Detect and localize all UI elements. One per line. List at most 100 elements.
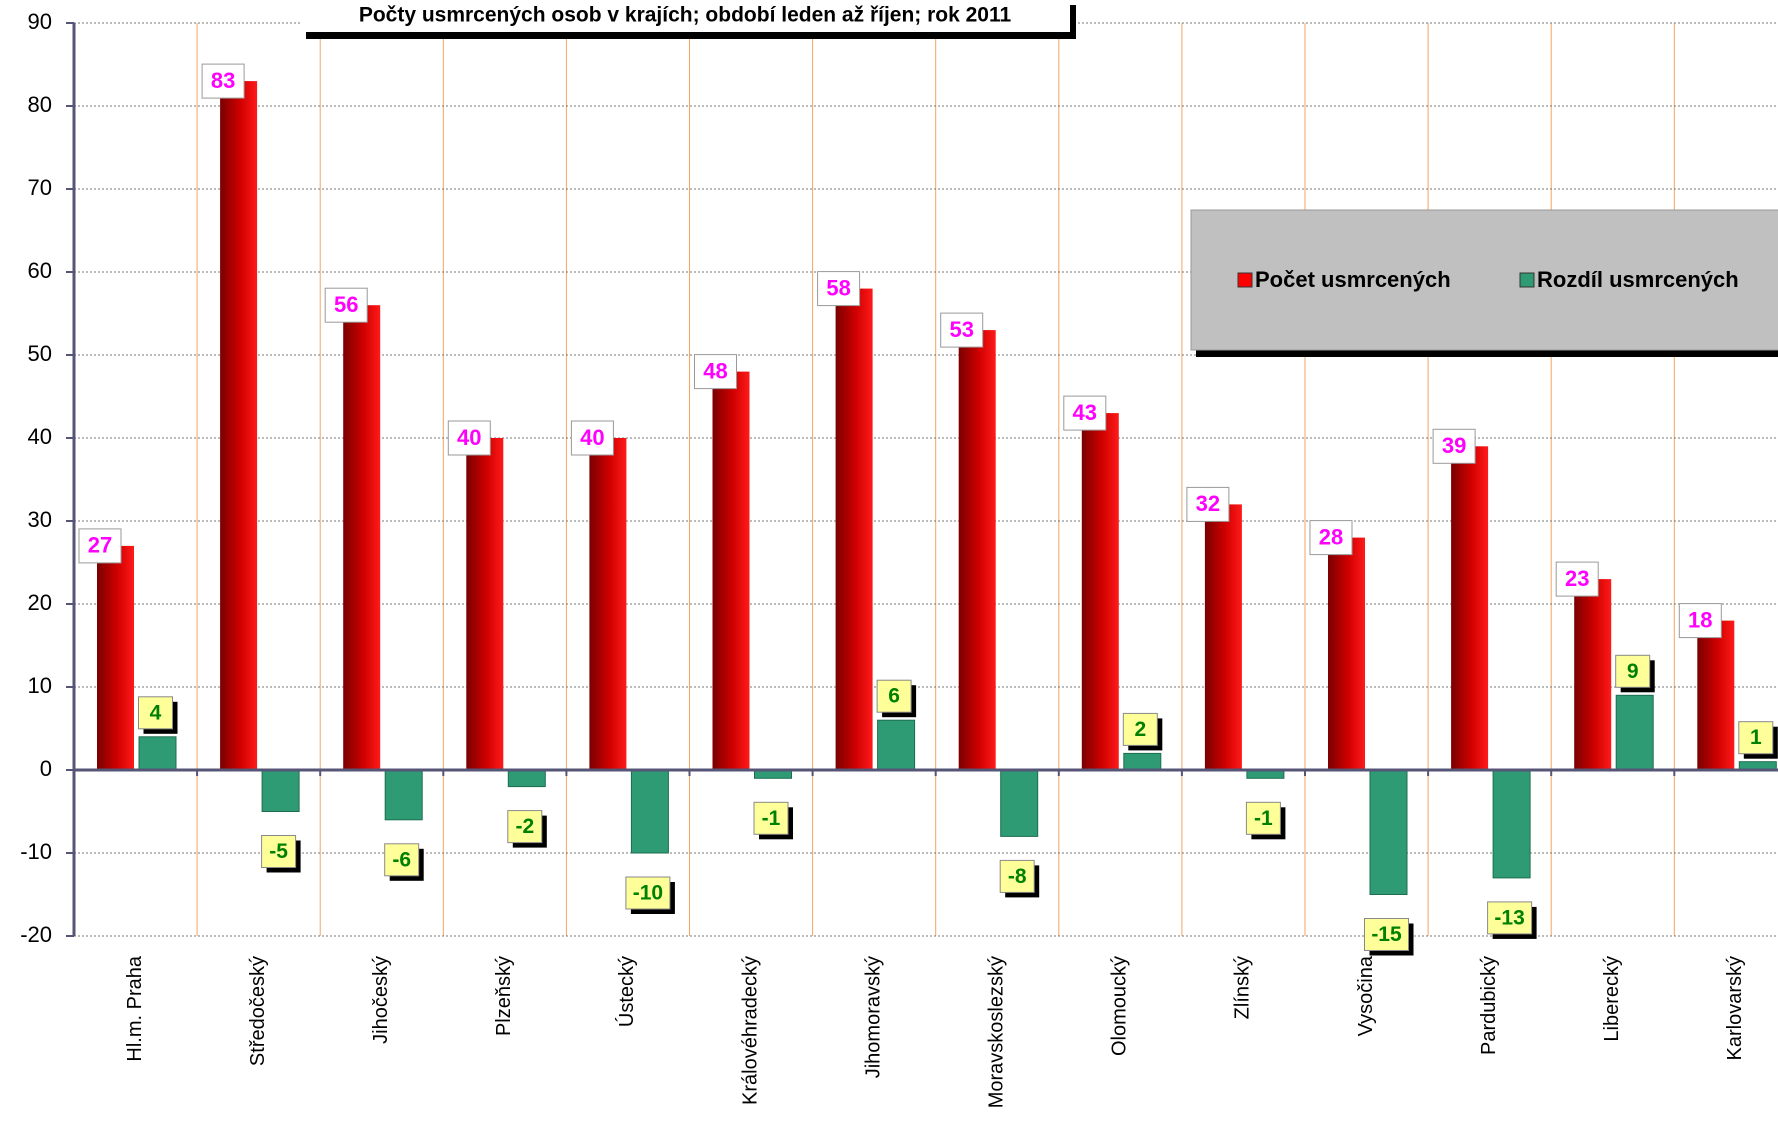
- value-label-box: [1186, 486, 1230, 522]
- legend-swatch: [1237, 272, 1253, 288]
- value-label: 48: [703, 358, 727, 383]
- y-tick-label: 90: [28, 9, 52, 34]
- x-tick-label: Zlínský: [1232, 956, 1254, 1019]
- value-label-box: [1615, 654, 1651, 688]
- chart-title: Počty usmrcených osob v krajích; období …: [359, 4, 1012, 27]
- value-label-box: [1364, 918, 1409, 951]
- y-tick-label: 10: [28, 673, 52, 698]
- bar: [466, 438, 504, 770]
- bar: [589, 438, 627, 770]
- bar: [877, 719, 916, 771]
- bar: [220, 81, 258, 771]
- value-label-box: [78, 528, 122, 564]
- x-tick-label: Středočeský: [247, 956, 269, 1066]
- legend-swatch: [1519, 272, 1535, 288]
- y-tick-label: 50: [28, 341, 52, 366]
- value-label: -6: [392, 848, 411, 871]
- value-label: 28: [1319, 524, 1343, 549]
- value-label-box: [694, 354, 737, 390]
- x-tick-label: Olomoucký: [1109, 956, 1131, 1056]
- value-label-box: [384, 843, 420, 877]
- bar: [1574, 579, 1612, 770]
- x-tick-label: Karlovarský: [1724, 956, 1746, 1060]
- value-label: 40: [457, 425, 481, 450]
- x-tick-label: Jihočeský: [370, 956, 392, 1044]
- bar: [630, 769, 669, 854]
- value-label-box: [1555, 561, 1599, 597]
- x-tick-label: Liberecký: [1601, 956, 1623, 1042]
- y-tick-label: 20: [28, 590, 52, 615]
- x-tick-label: Hl.m. Praha: [124, 955, 146, 1061]
- value-label-box: [753, 801, 789, 835]
- bar: [712, 371, 750, 770]
- value-label-box: [940, 312, 984, 348]
- x-tick-label: Jihomoravský: [862, 956, 884, 1078]
- x-tick-label: Pardubický: [1478, 956, 1500, 1055]
- bar: [1328, 537, 1365, 770]
- value-label: 39: [1442, 433, 1466, 458]
- value-label-box: [138, 696, 173, 730]
- value-label-box: [447, 420, 491, 456]
- x-tick-label: Vysočina: [1355, 955, 1377, 1036]
- value-label: 83: [211, 68, 235, 93]
- value-label: 53: [949, 317, 973, 342]
- value-label: -1: [1254, 807, 1273, 830]
- bar: [1369, 769, 1408, 895]
- bar: [1204, 504, 1242, 770]
- bar: [1123, 752, 1162, 771]
- value-label-box: [817, 271, 861, 307]
- value-label-box: [625, 876, 671, 910]
- legend-label: Počet usmrcených: [1255, 267, 1451, 292]
- value-label-box: [324, 287, 368, 323]
- bar: [1000, 769, 1039, 837]
- legend: [1190, 209, 1778, 351]
- value-label-box: [507, 810, 543, 844]
- y-tick-label: -10: [20, 839, 52, 864]
- value-label-box: [570, 420, 614, 456]
- value-label: 4: [150, 701, 162, 724]
- value-label: 32: [1196, 491, 1220, 516]
- bar: [835, 288, 873, 770]
- value-label: 9: [1627, 660, 1639, 683]
- bar: [1697, 620, 1735, 770]
- bar: [1451, 446, 1489, 770]
- legend-label: Rozdíl usmrcených: [1537, 267, 1739, 292]
- value-label: 40: [580, 425, 604, 450]
- value-label: 6: [888, 685, 900, 708]
- value-label-box: [1245, 801, 1281, 835]
- bar: [97, 545, 134, 770]
- bar: [384, 769, 423, 821]
- y-tick-label: 0: [40, 756, 52, 781]
- bar: [1081, 413, 1119, 770]
- value-label: 43: [1073, 400, 1097, 425]
- value-label-box: [1738, 721, 1774, 755]
- value-label: -10: [633, 882, 663, 905]
- y-tick-label: 70: [28, 175, 52, 200]
- value-label: -2: [515, 815, 534, 838]
- x-tick-label: Ústecký: [615, 956, 638, 1027]
- value-label-box: [1309, 520, 1353, 556]
- value-label-box: [1122, 712, 1158, 746]
- y-tick-label: 60: [28, 258, 52, 283]
- bar: [1615, 694, 1654, 771]
- value-label: 1: [1750, 726, 1762, 749]
- value-label: -13: [1494, 906, 1524, 929]
- value-label-box: [1063, 395, 1107, 431]
- y-tick-label: -20: [20, 922, 52, 947]
- bar: [261, 769, 300, 812]
- bar: [138, 736, 177, 771]
- bar: [343, 305, 381, 770]
- value-label-box: [201, 63, 245, 99]
- bar: [958, 330, 996, 770]
- value-label: 58: [826, 275, 850, 300]
- y-tick-label: 30: [28, 507, 52, 532]
- value-label: -5: [269, 840, 288, 863]
- value-label-box: [1487, 901, 1533, 935]
- value-label: 23: [1565, 566, 1589, 591]
- x-tick-label: Plzeňský: [493, 956, 515, 1036]
- title-box: [300, 0, 1070, 32]
- y-tick-label: 80: [28, 92, 52, 117]
- value-label-box: [261, 835, 297, 868]
- value-label: 56: [334, 292, 358, 317]
